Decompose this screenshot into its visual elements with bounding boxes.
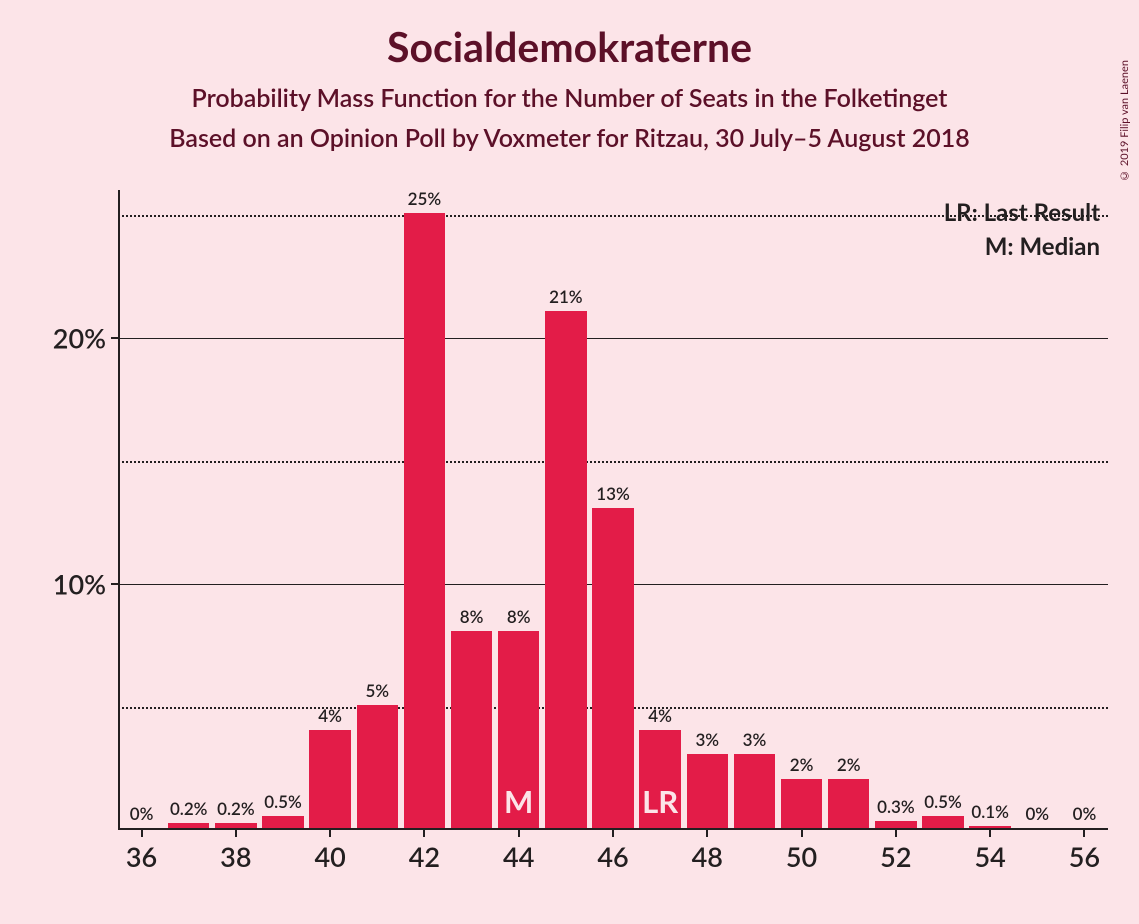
bar: 4% xyxy=(309,730,350,828)
bar: 0.2% xyxy=(168,823,209,828)
chart-subtitle-1: Probability Mass Function for the Number… xyxy=(0,83,1139,113)
y-axis xyxy=(118,190,120,830)
bar: 0.3% xyxy=(875,821,916,828)
bar-value-label: 0.1% xyxy=(971,801,1009,822)
x-tick xyxy=(235,830,237,837)
copyright-text: © 2019 Filip van Laenen xyxy=(1118,60,1131,182)
bar-value-label: 0.2% xyxy=(170,798,208,819)
bar: 2% xyxy=(828,779,869,828)
x-tick xyxy=(801,830,803,837)
bar-value-label: 0.2% xyxy=(217,798,255,819)
gridline-minor xyxy=(118,461,1108,463)
marker-m: M xyxy=(504,782,533,820)
bar-value-label: 21% xyxy=(549,286,583,307)
y-tick xyxy=(111,337,118,339)
chart-subtitle-2: Based on an Opinion Poll by Voxmeter for… xyxy=(0,123,1139,153)
legend-median: M: Median xyxy=(985,232,1100,261)
bar-value-label: 2% xyxy=(837,754,861,775)
bar-value-label: 0.3% xyxy=(877,796,915,817)
x-axis-label: 40 xyxy=(314,840,345,873)
x-tick xyxy=(895,830,897,837)
x-axis-label: 36 xyxy=(126,840,157,873)
x-axis-label: 56 xyxy=(1069,840,1100,873)
x-tick xyxy=(141,830,143,837)
bar: 25% xyxy=(404,213,445,828)
x-axis-label: 52 xyxy=(880,840,911,873)
x-tick xyxy=(518,830,520,837)
bar-value-label: 0% xyxy=(1073,803,1097,824)
bar-value-label: 13% xyxy=(596,483,630,504)
bar-value-label: 5% xyxy=(365,680,389,701)
bar-value-label: 0% xyxy=(1025,803,1049,824)
bar-value-label: 4% xyxy=(648,705,672,726)
bar-value-label: 4% xyxy=(318,705,342,726)
bar: 13% xyxy=(592,508,633,828)
x-axis-label: 46 xyxy=(597,840,628,873)
x-axis-label: 42 xyxy=(409,840,440,873)
chart-title: Socialdemokraterne xyxy=(0,0,1139,71)
bar: 8% xyxy=(451,631,492,828)
gridline-minor xyxy=(118,215,1108,217)
x-axis-label: 38 xyxy=(220,840,251,873)
x-tick xyxy=(329,830,331,837)
x-tick xyxy=(612,830,614,837)
bar-value-label: 0.5% xyxy=(264,791,302,812)
bar-value-label: 3% xyxy=(743,729,767,750)
bar-value-label: 8% xyxy=(460,606,484,627)
bar: 0.2% xyxy=(215,823,256,828)
bar-value-label: 2% xyxy=(790,754,814,775)
bar: 5% xyxy=(357,705,398,828)
x-axis-label: 54 xyxy=(974,840,1005,873)
bar-value-label: 3% xyxy=(695,729,719,750)
bar-value-label: 0% xyxy=(130,803,154,824)
y-axis-label: 10% xyxy=(53,567,106,600)
x-axis-label: 48 xyxy=(692,840,723,873)
bar: 0.5% xyxy=(262,816,303,828)
bar: 21% xyxy=(545,311,586,828)
x-tick xyxy=(1083,830,1085,837)
bar: 0.5% xyxy=(922,816,963,828)
bar-value-label: 25% xyxy=(408,188,442,209)
chart-plot-area: LR: Last Result M: Median 10%20%36384042… xyxy=(118,190,1108,830)
gridline-major xyxy=(118,338,1108,340)
marker-lr: LR xyxy=(642,782,678,820)
bar: 2% xyxy=(781,779,822,828)
bar: 3% xyxy=(687,754,728,828)
y-axis-label: 20% xyxy=(53,321,106,354)
x-tick xyxy=(423,830,425,837)
bar-value-label: 8% xyxy=(507,606,531,627)
y-tick xyxy=(111,583,118,585)
x-tick xyxy=(706,830,708,837)
x-axis-label: 44 xyxy=(503,840,534,873)
bar-value-label: 0.5% xyxy=(924,791,962,812)
bar: 0.1% xyxy=(969,826,1010,828)
x-axis-label: 50 xyxy=(786,840,817,873)
x-tick xyxy=(989,830,991,837)
legend-last-result: LR: Last Result xyxy=(944,198,1100,227)
bar: 3% xyxy=(734,754,775,828)
